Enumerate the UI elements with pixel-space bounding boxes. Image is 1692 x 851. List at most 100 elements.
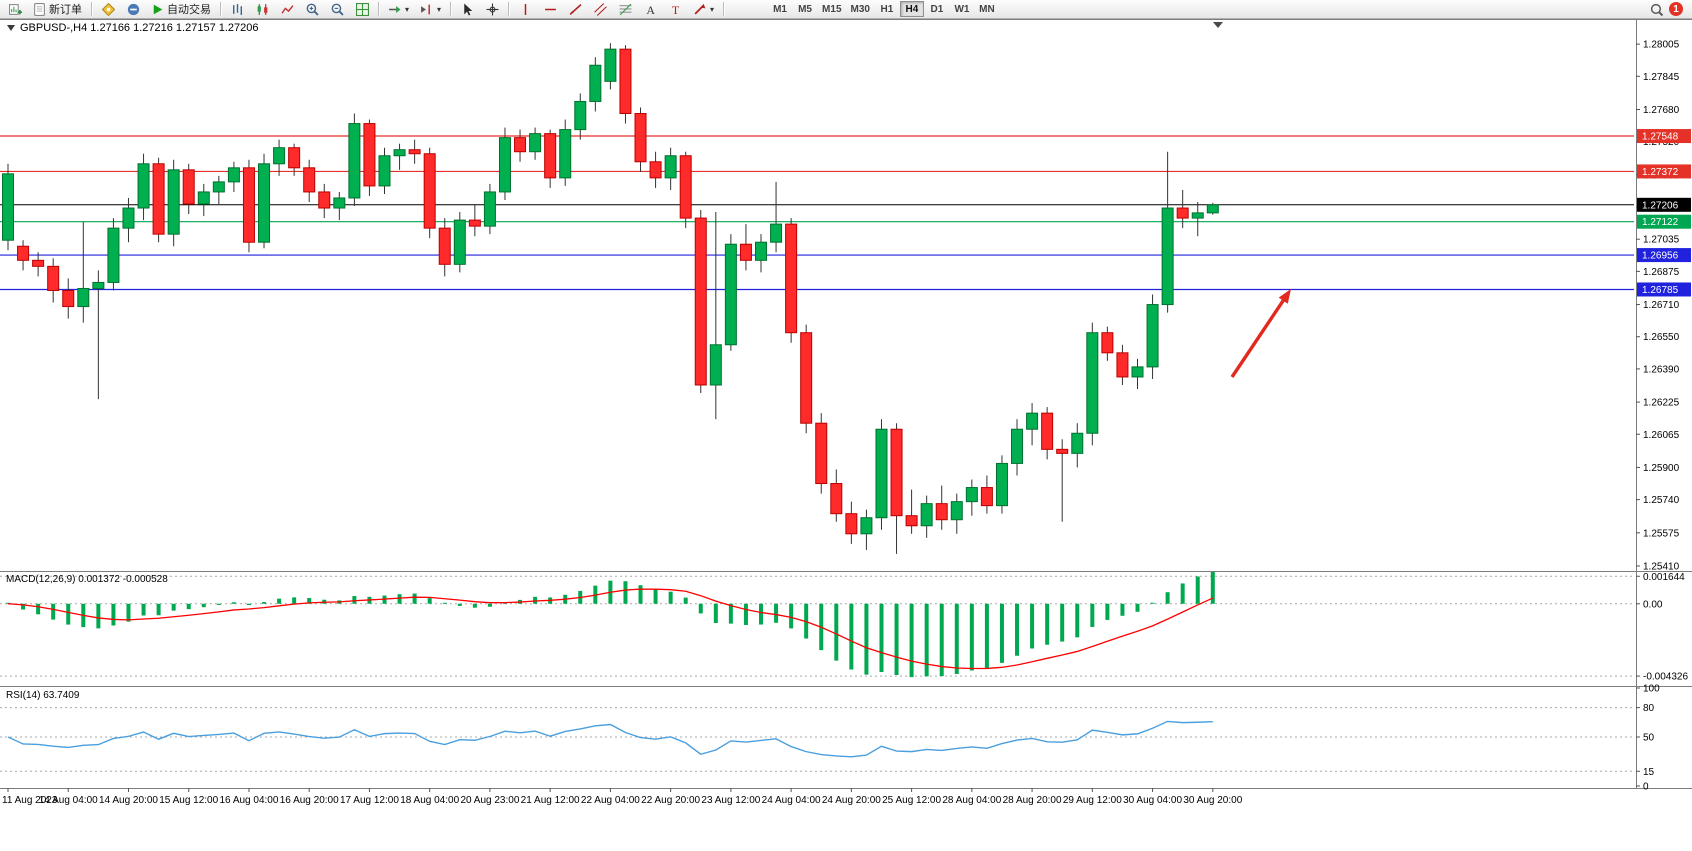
zoom-out-icon — [331, 3, 344, 16]
price-tag-1.26956: 1.26956 — [1637, 248, 1691, 263]
chart-menu-icon[interactable] — [7, 25, 15, 31]
dropdown-caret-icon: ▾ — [437, 4, 442, 14]
macd-panel: 0.001644 0.00 -0.004326 MACD(12,26,9) 0.001… — [0, 572, 1688, 683]
navigator-button[interactable] — [96, 1, 120, 18]
svg-text:28 Aug 20:00: 28 Aug 20:00 — [1003, 795, 1062, 806]
label-tool-button[interactable]: T — [663, 1, 687, 18]
candles[interactable] — [2, 43, 1219, 554]
svg-text:1.26875: 1.26875 — [1643, 267, 1680, 278]
svg-text:24 Aug 20:00: 24 Aug 20:00 — [822, 795, 881, 806]
label-tool-icon: T — [671, 3, 679, 16]
price-tag-1.26785: 1.26785 — [1637, 282, 1691, 297]
svg-text:A: A — [646, 3, 655, 16]
price-tag-1.27548: 1.27548 — [1637, 129, 1691, 144]
trendline-icon — [569, 3, 581, 15]
arrow-annotation[interactable] — [1230, 289, 1291, 378]
svg-text:1.26065: 1.26065 — [1643, 430, 1680, 441]
macd-label: MACD(12,26,9) 0.001372 -0.000528 — [6, 574, 168, 585]
timeframe-toolbar: M1 M5 M15 M30 H1 H4 D1 W1 MN — [768, 1, 999, 17]
svg-text:30 Aug 04:00: 30 Aug 04:00 — [1123, 795, 1182, 806]
auto-trading-button[interactable]: 自动交易 — [146, 1, 216, 18]
arrows-tool-button[interactable]: ▾ — [688, 1, 719, 18]
compass-icon — [101, 2, 115, 16]
bar-chart-button[interactable] — [225, 1, 249, 18]
arrow-shape-icon — [694, 3, 706, 14]
svg-text:24 Aug 04:00: 24 Aug 04:00 — [762, 795, 821, 806]
svg-text:1.27372: 1.27372 — [1642, 167, 1679, 178]
rsi-panel: 100 80 50 15 0 RSI(14) 63.7409 — [0, 684, 1660, 793]
chart-shift-button[interactable]: ▾ — [415, 1, 446, 18]
svg-text:1.25900: 1.25900 — [1643, 463, 1680, 474]
horizontal-line-tool-button[interactable] — [538, 1, 562, 18]
svg-text:1.27548: 1.27548 — [1642, 132, 1679, 143]
tile-windows-button[interactable] — [350, 1, 374, 18]
svg-text:50: 50 — [1643, 733, 1655, 744]
chart-shift-marker[interactable] — [1213, 22, 1223, 28]
chart-shift-icon — [421, 4, 430, 14]
svg-text:22 Aug 20:00: 22 Aug 20:00 — [641, 795, 700, 806]
search-icon — [1650, 3, 1663, 16]
price-tag-1.27372: 1.27372 — [1637, 164, 1691, 179]
cursor-button[interactable] — [455, 1, 479, 18]
terminal-button[interactable] — [121, 1, 145, 18]
svg-text:1.26956: 1.26956 — [1642, 251, 1679, 262]
crosshair-button[interactable] — [480, 1, 504, 18]
vertical-line-tool-button[interactable] — [513, 1, 537, 18]
zoom-out-button[interactable] — [325, 1, 349, 18]
timeframe-h1-button[interactable]: H1 — [875, 1, 899, 17]
crosshair-icon — [486, 3, 498, 15]
svg-text:30 Aug 20:00: 30 Aug 20:00 — [1183, 795, 1242, 806]
timeframe-m5-button[interactable]: M5 — [793, 1, 817, 17]
line-chart-button[interactable] — [275, 1, 299, 18]
svg-text:16 Aug 20:00: 16 Aug 20:00 — [280, 795, 339, 806]
candlestick-icon — [257, 3, 267, 15]
timeframe-h4-button[interactable]: H4 — [899, 1, 924, 17]
channel-tool-button[interactable] — [588, 1, 612, 18]
auto-scroll-button[interactable]: ▾ — [383, 1, 414, 18]
cursor-icon — [463, 3, 472, 15]
chart-title: GBPUSD-,H4 1.27166 1.27216 1.27157 1.272… — [20, 22, 259, 34]
fibonacci-tool-button[interactable] — [613, 1, 637, 18]
horizontal-line-icon — [544, 8, 556, 10]
timeframe-mn-button[interactable]: MN — [975, 1, 999, 17]
trendline-tool-button[interactable] — [563, 1, 587, 18]
svg-text:29 Aug 12:00: 29 Aug 12:00 — [1063, 795, 1122, 806]
svg-text:0: 0 — [1643, 782, 1649, 793]
zoom-in-button[interactable] — [300, 1, 324, 18]
new-order-icon — [34, 2, 45, 16]
new-order-label: 新订单 — [49, 4, 82, 16]
svg-text:1.26550: 1.26550 — [1643, 332, 1680, 343]
timeframe-d1-button[interactable]: D1 — [925, 1, 949, 17]
search-button[interactable] — [1644, 1, 1668, 18]
new-chart-icon — [8, 3, 22, 15]
macd-signal-line — [7, 588, 1214, 670]
text-tool-button[interactable]: A — [638, 1, 662, 18]
price-tag-1.27206: 1.27206 — [1637, 197, 1691, 212]
timeframe-m15-button[interactable]: M15 — [818, 1, 845, 17]
rsi-label: RSI(14) 63.7409 — [6, 690, 80, 701]
candlestick-chart-button[interactable] — [250, 1, 274, 18]
svg-text:11 Aug 2023: 11 Aug 2023 — [2, 795, 58, 806]
new-chart-button[interactable] — [3, 1, 27, 18]
timeframe-w1-button[interactable]: W1 — [950, 1, 974, 17]
svg-text:15: 15 — [1643, 767, 1655, 778]
toolbar-separator — [723, 2, 725, 16]
timeframe-m30-button[interactable]: M30 — [847, 1, 874, 17]
svg-text:21 Aug 12:00: 21 Aug 12:00 — [521, 795, 580, 806]
rsi-line — [7, 720, 1213, 758]
auto-trading-label: 自动交易 — [167, 4, 211, 16]
toolbar-separator — [450, 2, 452, 16]
notification-badge[interactable]: 1 — [1669, 2, 1683, 16]
ohlc-bars-icon — [232, 3, 242, 15]
svg-text:18 Aug 04:00: 18 Aug 04:00 — [400, 795, 459, 806]
line-chart-icon — [280, 4, 293, 14]
fibonacci-icon — [619, 3, 631, 15]
new-order-button[interactable]: 新订单 — [28, 1, 87, 18]
svg-text:22 Aug 04:00: 22 Aug 04:00 — [581, 795, 640, 806]
svg-text:17 Aug 12:00: 17 Aug 12:00 — [340, 795, 399, 806]
play-icon — [153, 4, 163, 14]
timeframe-m1-button[interactable]: M1 — [768, 1, 792, 17]
svg-text:14 Aug 20:00: 14 Aug 20:00 — [99, 795, 158, 806]
